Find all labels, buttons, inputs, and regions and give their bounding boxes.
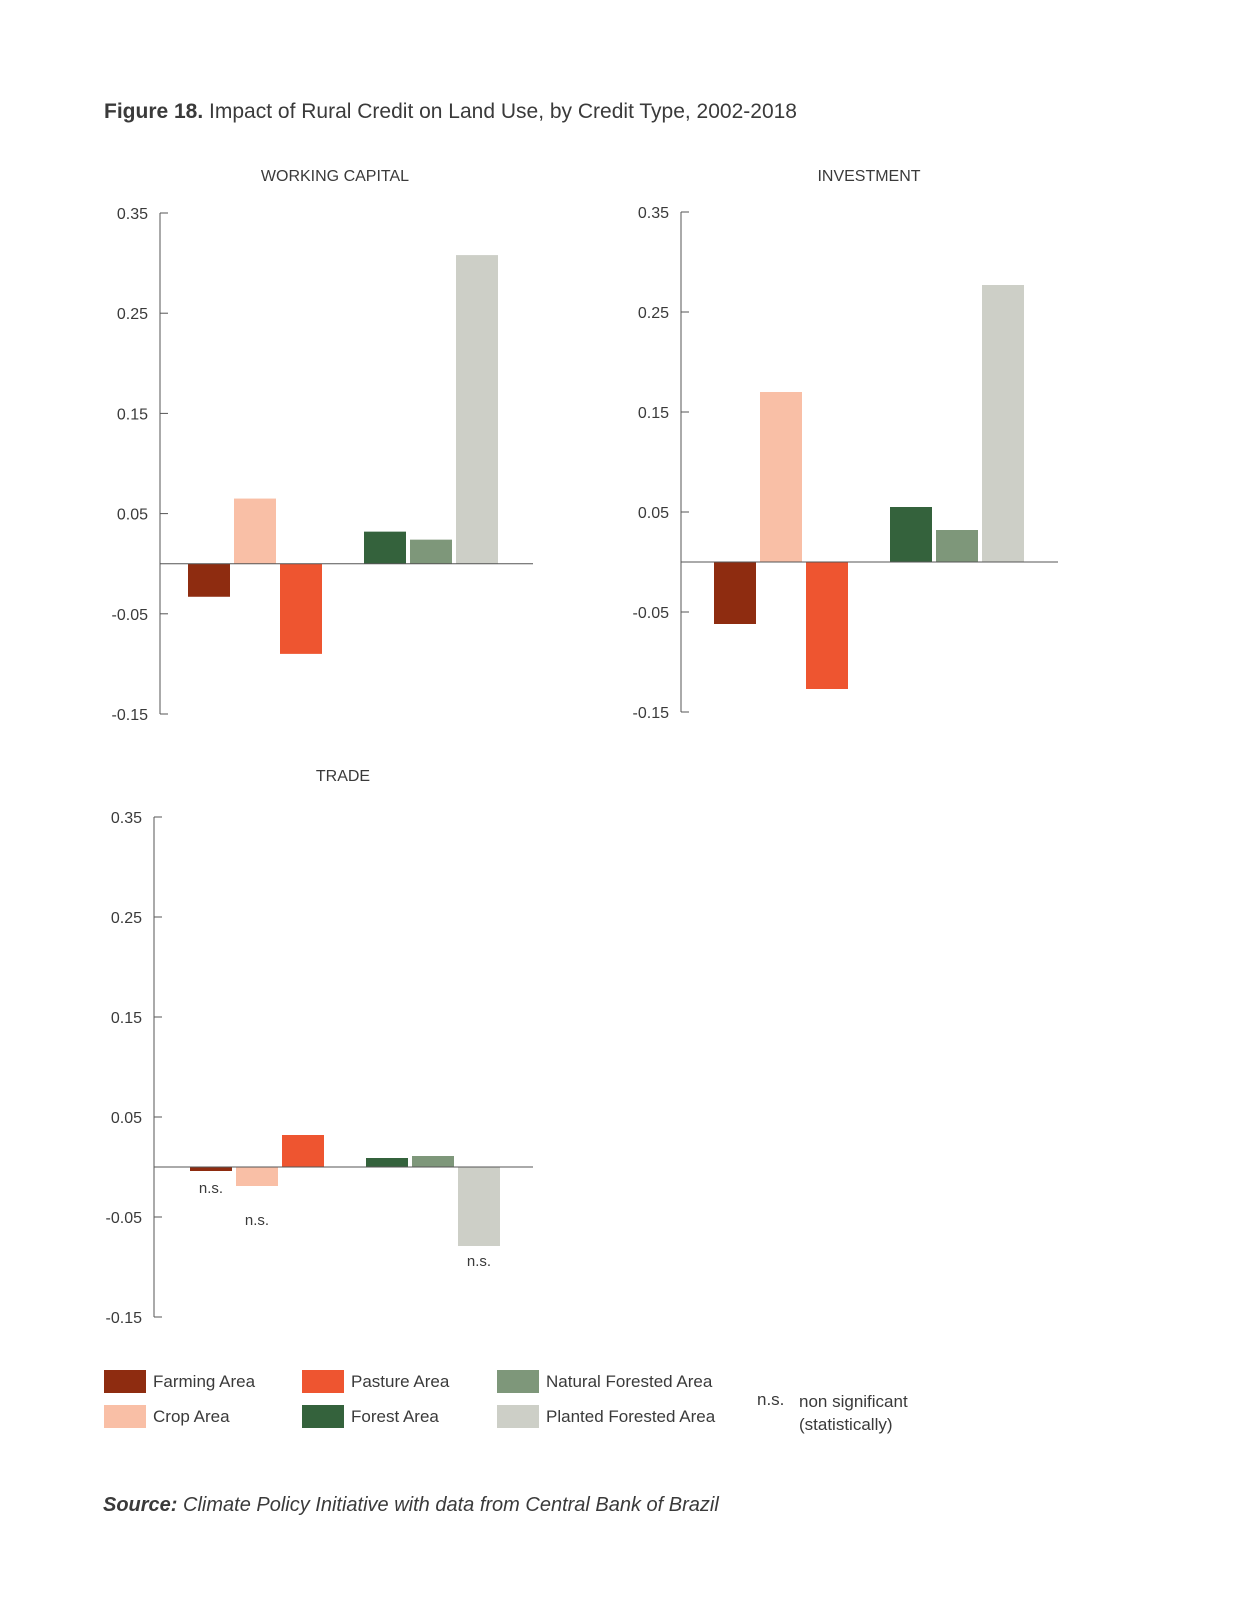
chart-title: TRADE [316, 768, 370, 785]
y-tick-label: 0.05 [111, 1110, 142, 1127]
bar-planted-forested-area [982, 285, 1024, 562]
bar-planted-forested-area [458, 1167, 500, 1246]
legend-swatch [104, 1405, 146, 1428]
bar-pasture-area [280, 563, 322, 654]
figure-title: Figure 18. Impact of Rural Credit on Lan… [104, 100, 797, 124]
y-tick-label: 0.05 [638, 505, 669, 522]
y-tick-label: 0.35 [117, 206, 148, 223]
chart-panel: INVESTMENT 0.35 0.25 0.15 0.05 -0.05 -0.15 [633, 168, 1058, 722]
bar-natural-forested-area [412, 1156, 454, 1167]
y-tick-label: -0.15 [106, 1310, 143, 1327]
legend-item-natural-forested-area: Natural Forested Area [497, 1370, 712, 1393]
bar-farming-area [190, 1167, 232, 1171]
source-note: Source: Climate Policy Initiative with d… [103, 1494, 719, 1517]
y-tick-label: 0.25 [111, 910, 142, 927]
y-tick-label: -0.15 [633, 705, 670, 722]
bar-natural-forested-area [410, 539, 452, 564]
legend-label: Pasture Area [351, 1371, 450, 1391]
legend-swatch [302, 1370, 344, 1393]
ns-label: n.s. [467, 1253, 491, 1270]
legend-swatch [104, 1370, 146, 1393]
legend-item-crop-area: Crop Area [104, 1405, 230, 1428]
bar-planted-forested-area [456, 255, 498, 564]
ns-label: n.s. [245, 1212, 269, 1229]
legend-item-pasture-area: Pasture Area [302, 1370, 449, 1393]
y-tick-label: -0.15 [112, 707, 149, 724]
legend-item-farming-area: Farming Area [104, 1370, 255, 1393]
bar-farming-area [188, 563, 230, 597]
bar-crop-area [760, 392, 802, 562]
legend-item-planted-forested-area: Planted Forested Area [497, 1405, 715, 1428]
legend-label: Natural Forested Area [546, 1371, 713, 1391]
legend-swatch [497, 1370, 539, 1393]
legend-label: Forest Area [351, 1406, 439, 1426]
chart-panel: WORKING CAPITAL 0.35 0.25 0.15 0.05 -0.05 -0.1… [112, 168, 533, 724]
y-tick-label: 0.35 [111, 810, 142, 827]
legend-swatch [302, 1405, 344, 1428]
ns-description: non significant (statistically) [799, 1390, 908, 1436]
bar-forest-area [366, 1158, 408, 1167]
legend-label: Crop Area [153, 1406, 230, 1426]
y-tick-label: -0.05 [633, 605, 670, 622]
ns-abbr: n.s. [757, 1390, 785, 1409]
y-tick-label: 0.15 [111, 1010, 142, 1027]
y-tick-label: -0.05 [106, 1210, 143, 1227]
bar-farming-area [714, 562, 756, 624]
y-tick-label: 0.15 [638, 405, 669, 422]
bar-crop-area [236, 1167, 278, 1186]
bar-crop-area [234, 498, 276, 564]
chart-panel: TRADE 0.35 0.25 0.15 0.05 -0.05 -0.15 n.s. n.s. n… [106, 768, 533, 1327]
y-tick-label: 0.25 [117, 306, 148, 323]
source-label: Source: [103, 1494, 178, 1516]
bar-forest-area [364, 531, 406, 564]
source-text: Climate Policy Initiative with data from… [183, 1494, 719, 1516]
legend-label: Farming Area [153, 1371, 256, 1391]
ns-desc-line1: non significant [799, 1392, 908, 1411]
chart-title: WORKING CAPITAL [261, 168, 409, 185]
ns-legend: n.s. non significant (statistically) [757, 1390, 908, 1436]
bar-pasture-area [282, 1135, 324, 1167]
figure-label: Figure 18. [104, 100, 204, 123]
legend-swatch [497, 1405, 539, 1428]
y-tick-label: 0.25 [638, 305, 669, 322]
ns-label: n.s. [199, 1180, 223, 1197]
y-tick-label: 0.35 [638, 205, 669, 222]
bar-pasture-area [806, 562, 848, 689]
legend-item-forest-area: Forest Area [302, 1405, 439, 1428]
chart-title: INVESTMENT [817, 168, 920, 185]
bar-forest-area [890, 507, 932, 562]
legend-label: Planted Forested Area [546, 1406, 716, 1426]
bar-natural-forested-area [936, 530, 978, 562]
y-tick-label: -0.05 [112, 607, 149, 624]
ns-desc-line2: (statistically) [799, 1415, 893, 1434]
y-tick-label: 0.15 [117, 406, 148, 423]
y-tick-label: 0.05 [117, 507, 148, 524]
figure-title-text: Impact of Rural Credit on Land Use, by C… [209, 100, 797, 123]
